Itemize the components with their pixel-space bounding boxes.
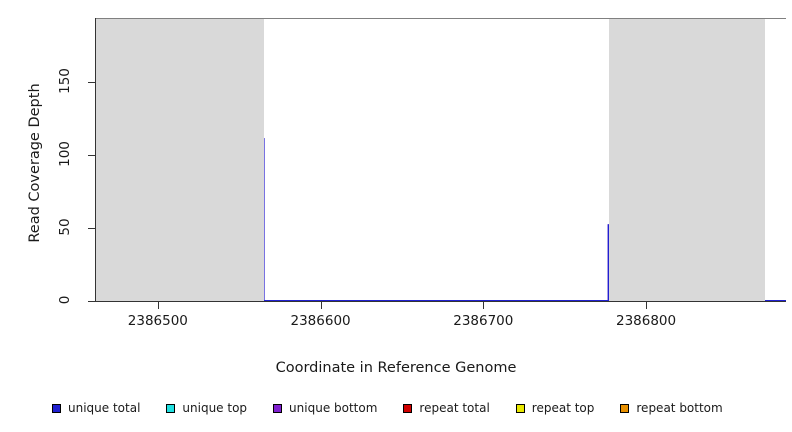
legend-item[interactable]: repeat top [515, 401, 595, 415]
y-tick-label: 50 [57, 218, 73, 236]
x-tick-mark [483, 302, 485, 309]
legend-item[interactable]: repeat total [403, 401, 490, 415]
legend-label: unique total [68, 401, 141, 415]
x-axis-line [96, 301, 786, 302]
y-tick-mark [88, 82, 95, 84]
legend-label: unique top [182, 401, 248, 415]
shaded-region [96, 19, 264, 301]
legend-item[interactable]: unique bottom [273, 401, 377, 415]
legend-swatch-icon [166, 403, 176, 413]
plot-top-border [96, 18, 786, 19]
y-tick-mark [88, 228, 95, 230]
x-tick-label: 2386500 [127, 313, 188, 329]
legend-swatch-icon [403, 403, 413, 413]
legend-item[interactable]: unique top [166, 401, 247, 415]
legend-swatch-icon [515, 403, 525, 413]
legend: unique total unique top unique bottom repea… [0, 398, 792, 418]
x-tick-label: 2386600 [290, 313, 351, 329]
y-tick-label: 100 [57, 141, 73, 167]
y-tick-label: 150 [57, 68, 73, 95]
y-tick-mark [88, 155, 95, 157]
legend-label: repeat total [419, 401, 490, 415]
x-tick-mark [320, 302, 322, 309]
plot-area [96, 18, 786, 301]
legend-item[interactable]: repeat bottom [620, 401, 723, 415]
legend-item[interactable]: unique total [52, 401, 140, 415]
x-tick-mark [646, 302, 648, 309]
x-tick-mark [157, 302, 159, 309]
y-tick-label: 0 [57, 295, 73, 305]
x-tick-label: 2386800 [615, 313, 677, 329]
legend-swatch-icon [620, 403, 630, 413]
shaded-region [608, 19, 765, 301]
x-tick-label: 2386700 [453, 313, 514, 329]
x-axis-title: Coordinate in Reference Genome [275, 360, 517, 376]
legend-label: unique bottom [289, 401, 378, 415]
y-axis-line [95, 18, 96, 302]
y-tick-mark [88, 301, 95, 302]
y-axis-title: Read Coverage Depth [27, 83, 43, 243]
legend-label: repeat bottom [636, 401, 723, 415]
legend-swatch-icon [273, 403, 283, 413]
legend-label: repeat top [531, 401, 595, 415]
legend-swatch-icon [52, 403, 61, 413]
